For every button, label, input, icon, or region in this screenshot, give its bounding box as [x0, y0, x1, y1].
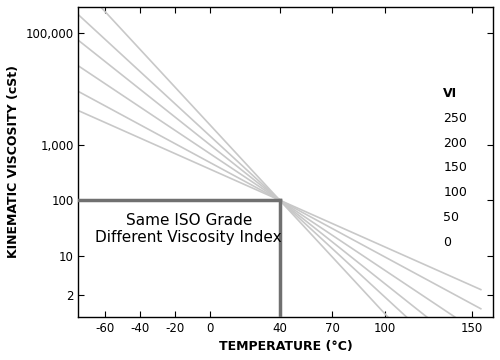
Y-axis label: KINEMATIC VISCOSITY (cSt): KINEMATIC VISCOSITY (cSt) — [7, 65, 20, 258]
Text: 100: 100 — [444, 186, 467, 199]
Text: 0: 0 — [444, 236, 452, 249]
Text: 150: 150 — [444, 162, 467, 175]
X-axis label: TEMPERATURE (°C): TEMPERATURE (°C) — [219, 340, 352, 353]
Text: VI: VI — [444, 87, 458, 100]
Text: 50: 50 — [444, 211, 460, 224]
Text: 250: 250 — [444, 112, 467, 125]
Text: 200: 200 — [444, 137, 467, 150]
Text: Same ISO Grade
Different Viscosity Index: Same ISO Grade Different Viscosity Index — [96, 213, 282, 246]
